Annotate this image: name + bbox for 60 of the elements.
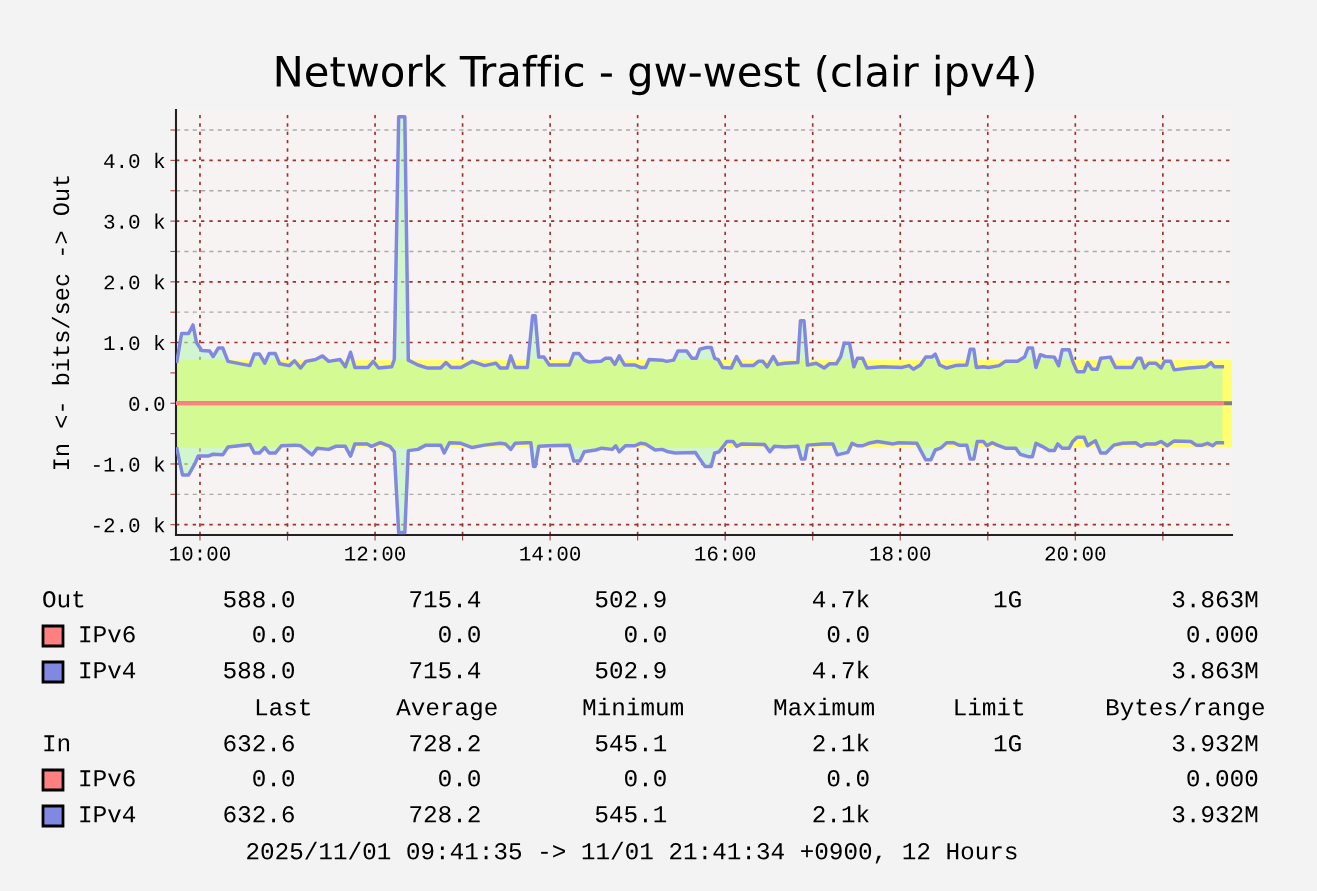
y-tick-label: 2.0 k — [104, 274, 165, 290]
y-axis-title: In <- bits/sec -> Out — [51, 176, 70, 469]
x-tick-label: 18:00 — [870, 546, 931, 561]
text: Bytes/range — [1107, 697, 1264, 721]
text: 3.863M — [1172, 662, 1258, 679]
text: Minimum — [583, 697, 683, 716]
x-tick-label: 16:00 — [695, 546, 756, 561]
x-tick-label: 10:00 — [170, 546, 230, 561]
y-tick-label: -1.0 k — [93, 456, 165, 472]
text: Out — [43, 591, 84, 608]
text: 4.7k — [812, 589, 869, 608]
text: 2025/11/01 09:41:35 -> 11/01 21:41:34 +0900, 12 Hours — [247, 841, 1017, 864]
text: 2.1k — [813, 733, 869, 752]
text: 715.4 — [410, 591, 481, 608]
text: 588.0 — [224, 591, 294, 608]
text: 0.0 — [827, 626, 869, 643]
text: 3.932M — [1172, 806, 1258, 823]
text: 728.2 — [410, 806, 480, 823]
x-tick-label: 14:00 — [520, 546, 581, 561]
x-tick-label: 12:00 — [345, 546, 406, 561]
text: 0.0 — [253, 770, 294, 787]
text: 3.932M — [1172, 735, 1258, 752]
text: 0.0 — [439, 626, 480, 643]
text: Limit — [955, 697, 1024, 716]
y-tick-label: 1.0 k — [104, 334, 165, 351]
text: In — [44, 735, 70, 752]
y-tick-label: -2.0 k — [93, 517, 165, 533]
text: 545.1 — [595, 806, 667, 823]
legend-label: IPv6 — [80, 770, 135, 787]
text: 0.0 — [625, 770, 666, 787]
text: 4.7k — [812, 660, 869, 679]
text: 1G — [994, 591, 1021, 608]
text: 632.6 — [224, 735, 294, 752]
text: 588.0 — [224, 662, 294, 679]
y-tick-label: 0.0 — [129, 396, 165, 411]
chart-title: Network Traffic - gw-west (clair ipv4) — [276, 54, 1034, 96]
y-tick-label: 3.0 k — [104, 213, 165, 229]
legend-label: IPv4 — [80, 806, 136, 823]
text: 1G — [994, 735, 1021, 752]
text: 0.0 — [625, 626, 666, 643]
text: 715.4 — [410, 662, 481, 679]
text: Last — [256, 699, 310, 716]
text: 728.2 — [410, 735, 480, 752]
text: 545.1 — [595, 735, 667, 752]
text: Average — [396, 699, 497, 721]
legend-label: IPv6 — [80, 626, 135, 643]
text: 502.9 — [595, 591, 666, 608]
text: 0.000 — [1187, 626, 1258, 643]
text: 632.6 — [224, 806, 294, 823]
text: 3.863M — [1172, 591, 1258, 608]
x-tick-label: 20:00 — [1045, 546, 1106, 561]
text: 0.0 — [253, 626, 294, 643]
text: 0.000 — [1187, 770, 1258, 787]
y-tick-label: 4.0 k — [104, 152, 165, 169]
text: 0.0 — [439, 770, 480, 787]
text: Maximum — [774, 697, 874, 716]
text: 2.1k — [813, 804, 869, 823]
text: 0.0 — [827, 770, 869, 787]
legend-label: IPv4 — [80, 662, 136, 679]
text: 502.9 — [595, 662, 666, 679]
